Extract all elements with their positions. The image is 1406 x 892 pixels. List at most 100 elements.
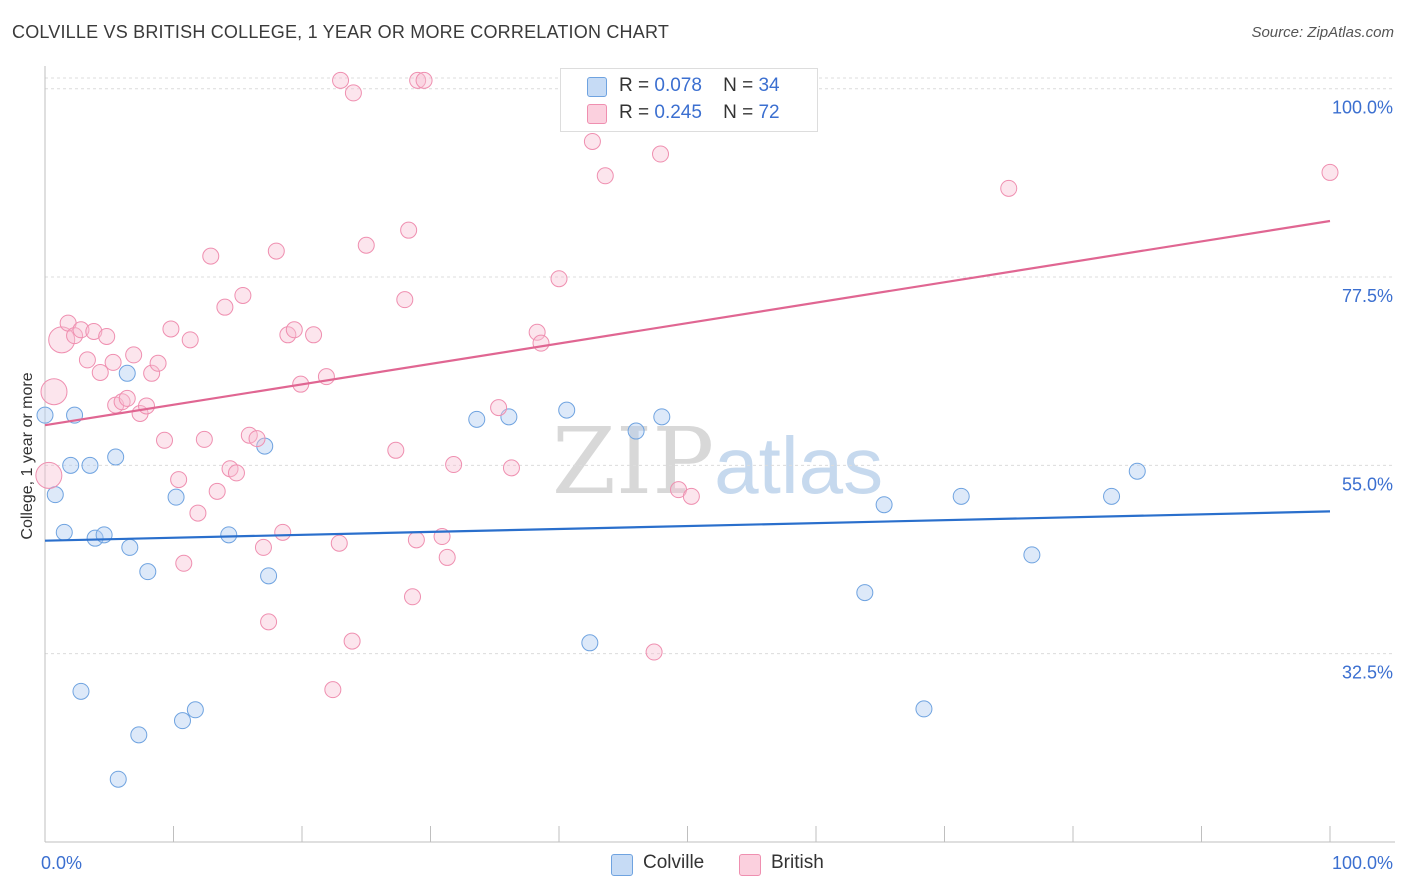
legend-british-swatch	[739, 854, 761, 876]
colville-point	[856, 584, 874, 602]
british-point	[149, 354, 167, 372]
british-point	[125, 346, 143, 364]
british-point	[583, 132, 601, 150]
legend-colville-swatch	[611, 854, 633, 876]
british-point	[208, 482, 226, 500]
british-point	[324, 681, 342, 699]
colville-swatch	[587, 77, 607, 97]
colville-point	[468, 410, 486, 428]
british-point	[532, 334, 550, 352]
source-label: Source: ZipAtlas.com	[1251, 24, 1394, 41]
british-point	[202, 247, 220, 265]
colville-point	[62, 456, 80, 474]
british-swatch	[587, 104, 607, 124]
colville-n-label: N =	[723, 75, 754, 96]
watermark: ZIPatlas	[552, 408, 883, 515]
colville-point	[173, 712, 191, 730]
stats-legend: R = 0.078 N = 34 R = 0.245 N = 72	[560, 68, 818, 132]
british-r-value: 0.245	[654, 102, 702, 123]
british-point	[118, 389, 136, 407]
british-point	[400, 221, 418, 239]
british-point	[227, 464, 245, 482]
british-r-label: R =	[619, 102, 650, 123]
british-point	[407, 531, 425, 549]
x-tick-label: 100.0%	[1332, 853, 1393, 873]
british-point	[415, 71, 433, 89]
british-point	[181, 331, 199, 349]
colville-point	[1128, 462, 1146, 480]
british-point	[162, 320, 180, 338]
british-point	[85, 322, 103, 340]
british-point	[170, 471, 188, 489]
colville-point	[81, 456, 99, 474]
british-point	[550, 270, 568, 288]
british-point	[285, 321, 303, 339]
british-point	[35, 461, 63, 489]
british-point	[387, 441, 405, 459]
british-point	[195, 430, 213, 448]
british-point	[502, 459, 520, 477]
colville-point	[36, 406, 54, 424]
british-point	[138, 397, 156, 415]
colville-point	[1103, 487, 1121, 505]
legend-british-label: British	[771, 852, 824, 873]
colville-point	[167, 488, 185, 506]
colville-point	[1023, 546, 1041, 564]
british-point	[682, 487, 700, 505]
colville-point	[915, 700, 933, 718]
y-tick-label: 32.5%	[1342, 663, 1393, 683]
colville-point	[220, 526, 238, 544]
watermark-zip: ZIP	[552, 408, 715, 515]
british-point	[645, 643, 663, 661]
british-point	[1000, 179, 1018, 197]
colville-point	[653, 408, 671, 426]
colville-point	[627, 422, 645, 440]
colville-point	[72, 682, 90, 700]
british-point	[175, 554, 193, 572]
british-point	[274, 523, 292, 541]
british-point	[438, 548, 456, 566]
colville-point	[875, 496, 893, 514]
british-point	[260, 613, 278, 631]
colville-point	[46, 486, 64, 504]
colville-point	[186, 701, 204, 719]
colville-point	[139, 563, 157, 581]
y-tick-label: 55.0%	[1342, 474, 1393, 494]
british-point	[330, 534, 348, 552]
british-point	[332, 71, 350, 89]
colville-point	[118, 364, 136, 382]
british-trend-line	[44, 219, 1331, 427]
british-point	[248, 430, 266, 448]
british-point	[344, 84, 362, 102]
colville-r-value: 0.078	[654, 75, 702, 96]
colville-r-label: R =	[619, 75, 650, 96]
legend-colville-label: Colville	[643, 852, 705, 873]
british-n-value: 72	[758, 102, 780, 123]
colville-point	[55, 523, 73, 541]
colville-point	[107, 448, 125, 466]
colville-point	[952, 487, 970, 505]
british-point	[445, 456, 463, 474]
british-point	[652, 145, 670, 163]
british-point	[1321, 163, 1339, 181]
british-point	[254, 538, 272, 556]
colville-n-value: 34	[758, 75, 780, 96]
british-point	[66, 327, 84, 345]
british-point	[78, 351, 96, 369]
colville-point	[121, 538, 139, 556]
y-tick-label: 77.5%	[1342, 286, 1393, 306]
colville-point	[558, 401, 576, 419]
british-point	[305, 326, 323, 344]
british-point	[404, 588, 422, 606]
colville-trend-line	[44, 510, 1331, 542]
x-tick-label: 0.0%	[41, 853, 82, 873]
british-point	[234, 286, 252, 304]
british-point	[72, 321, 90, 339]
british-point	[267, 242, 285, 260]
y-tick-label: 100.0%	[1332, 98, 1393, 118]
colville-point	[260, 567, 278, 585]
colville-point	[130, 726, 148, 744]
british-point	[113, 393, 131, 411]
british-point	[189, 504, 207, 522]
